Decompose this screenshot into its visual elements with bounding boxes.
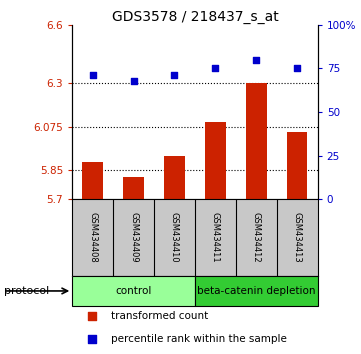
Bar bbox=[287, 132, 308, 200]
Point bbox=[131, 78, 136, 84]
Bar bbox=[246, 83, 266, 200]
Bar bbox=[164, 156, 185, 200]
Text: GSM434412: GSM434412 bbox=[252, 212, 261, 263]
Point bbox=[253, 57, 259, 63]
Point bbox=[213, 65, 218, 71]
Text: GSM434413: GSM434413 bbox=[293, 212, 302, 263]
Point bbox=[171, 73, 177, 78]
Text: percentile rank within the sample: percentile rank within the sample bbox=[112, 334, 287, 344]
Text: GSM434409: GSM434409 bbox=[129, 212, 138, 263]
Point bbox=[294, 65, 300, 71]
Point bbox=[89, 313, 95, 319]
Point bbox=[89, 336, 95, 342]
Text: GSM434410: GSM434410 bbox=[170, 212, 179, 263]
Bar bbox=[195, 276, 318, 306]
Text: GSM434411: GSM434411 bbox=[211, 212, 220, 263]
Title: GDS3578 / 218437_s_at: GDS3578 / 218437_s_at bbox=[112, 10, 278, 24]
Point bbox=[90, 73, 96, 78]
Bar bbox=[82, 162, 103, 200]
Text: beta-catenin depletion: beta-catenin depletion bbox=[197, 286, 316, 296]
Bar bbox=[72, 276, 195, 306]
Bar bbox=[205, 122, 226, 200]
Bar bbox=[123, 177, 144, 200]
Text: protocol: protocol bbox=[4, 286, 49, 296]
Text: transformed count: transformed count bbox=[112, 311, 209, 321]
Text: GSM434408: GSM434408 bbox=[88, 212, 97, 263]
Text: control: control bbox=[116, 286, 152, 296]
